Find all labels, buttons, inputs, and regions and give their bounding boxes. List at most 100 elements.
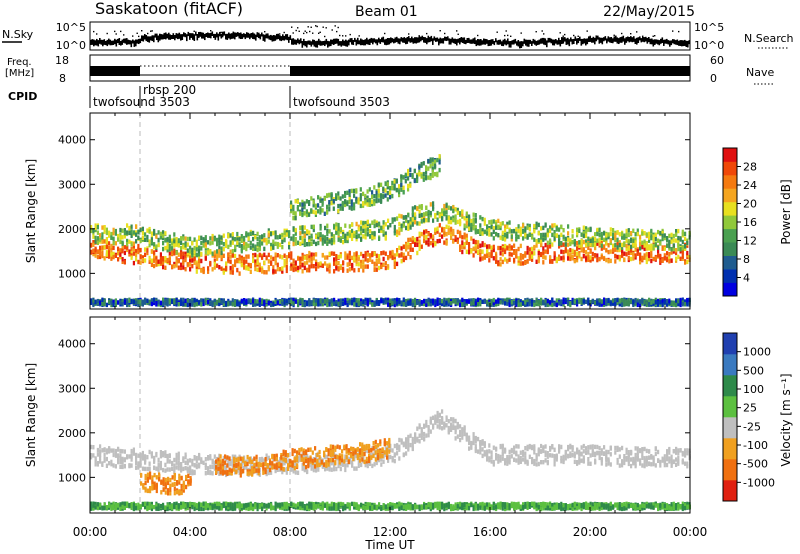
data-cell [236, 231, 239, 237]
data-cell [101, 225, 104, 230]
data-cell [360, 231, 363, 236]
data-cell [112, 448, 115, 453]
data-cell [627, 248, 630, 253]
data-cell [348, 199, 351, 204]
data-cell [321, 464, 324, 469]
data-cell [382, 224, 385, 230]
data-cell [164, 265, 167, 270]
data-cell [346, 235, 349, 241]
data-cell [261, 300, 264, 305]
data-cell [416, 236, 419, 242]
data-cell [587, 301, 590, 306]
data-cell [373, 235, 376, 240]
data-cell [218, 245, 221, 250]
data-cell [198, 456, 201, 461]
data-cell [303, 302, 306, 307]
data-cell [177, 238, 180, 243]
data-cell [150, 262, 153, 267]
data-cell [481, 216, 484, 222]
data-cell [587, 251, 590, 257]
data-cell [486, 249, 489, 254]
data-cell [639, 252, 642, 258]
data-cell [202, 298, 205, 303]
data-cell [663, 253, 666, 258]
data-cell [337, 234, 340, 240]
data-cell [531, 300, 534, 305]
data-cell [535, 221, 538, 226]
noise-mark [520, 32, 522, 34]
data-cell [351, 266, 354, 271]
data-cell [540, 301, 543, 306]
data-cell [312, 301, 315, 307]
data-cell [481, 249, 484, 254]
data-cell [519, 253, 522, 258]
data-cell [607, 234, 610, 240]
data-cell [409, 244, 412, 249]
data-cell [218, 237, 221, 242]
data-cell [409, 167, 412, 172]
noise-right-label: N.Search [744, 32, 794, 45]
data-cell [348, 267, 351, 272]
data-cell [94, 459, 97, 464]
data-cell [479, 253, 482, 258]
data-cell [488, 252, 491, 257]
data-cell [94, 225, 97, 231]
noise-mark [541, 30, 543, 32]
data-cell [175, 455, 178, 460]
data-cell [425, 218, 428, 223]
noise-mark [630, 33, 632, 35]
data-cell [639, 246, 642, 251]
data-cell [524, 302, 527, 307]
data-cell [326, 255, 329, 260]
noise-mark [117, 38, 119, 44]
data-cell [634, 253, 637, 258]
data-cell [202, 460, 205, 465]
noise-mark [222, 31, 224, 37]
data-cell [470, 227, 473, 232]
data-cell [607, 301, 610, 306]
noise-left-tick-top: 10^5 [56, 21, 86, 34]
data-cell [362, 264, 365, 270]
data-cell [409, 219, 412, 225]
data-cell [405, 247, 408, 252]
noise-mark [468, 37, 470, 43]
noise-mark [124, 38, 127, 44]
data-cell [686, 250, 689, 256]
noise-mark [334, 25, 336, 27]
data-cell [346, 190, 349, 195]
data-cell [378, 236, 381, 241]
data-cell [368, 202, 371, 207]
data-cell [594, 245, 597, 251]
data-cell [544, 299, 547, 304]
data-cell [310, 233, 313, 238]
data-cell [382, 186, 385, 191]
data-cell [411, 206, 414, 211]
data-cell [236, 267, 239, 273]
data-cell [141, 258, 144, 263]
data-cell [299, 455, 302, 461]
data-cell [175, 259, 178, 265]
data-cell [589, 227, 592, 233]
data-cell [339, 203, 342, 209]
data-cell [182, 245, 185, 250]
data-cell [321, 302, 324, 307]
data-cell [308, 239, 311, 244]
data-cell [663, 246, 666, 251]
data-cell [258, 265, 261, 270]
data-cell [324, 255, 327, 260]
data-cell [339, 265, 342, 271]
data-cell [465, 233, 468, 238]
data-cell [425, 234, 428, 240]
data-cell [623, 302, 626, 307]
data-cell [339, 196, 342, 201]
data-cell [380, 199, 383, 204]
data-cell [488, 227, 491, 233]
data-cell [171, 241, 174, 246]
data-cell [551, 232, 554, 238]
data-cell [558, 234, 561, 240]
data-cell [465, 237, 468, 242]
data-cell [508, 243, 511, 249]
data-cell [456, 301, 459, 306]
data-cell [360, 220, 363, 225]
noise-mark [352, 40, 355, 46]
